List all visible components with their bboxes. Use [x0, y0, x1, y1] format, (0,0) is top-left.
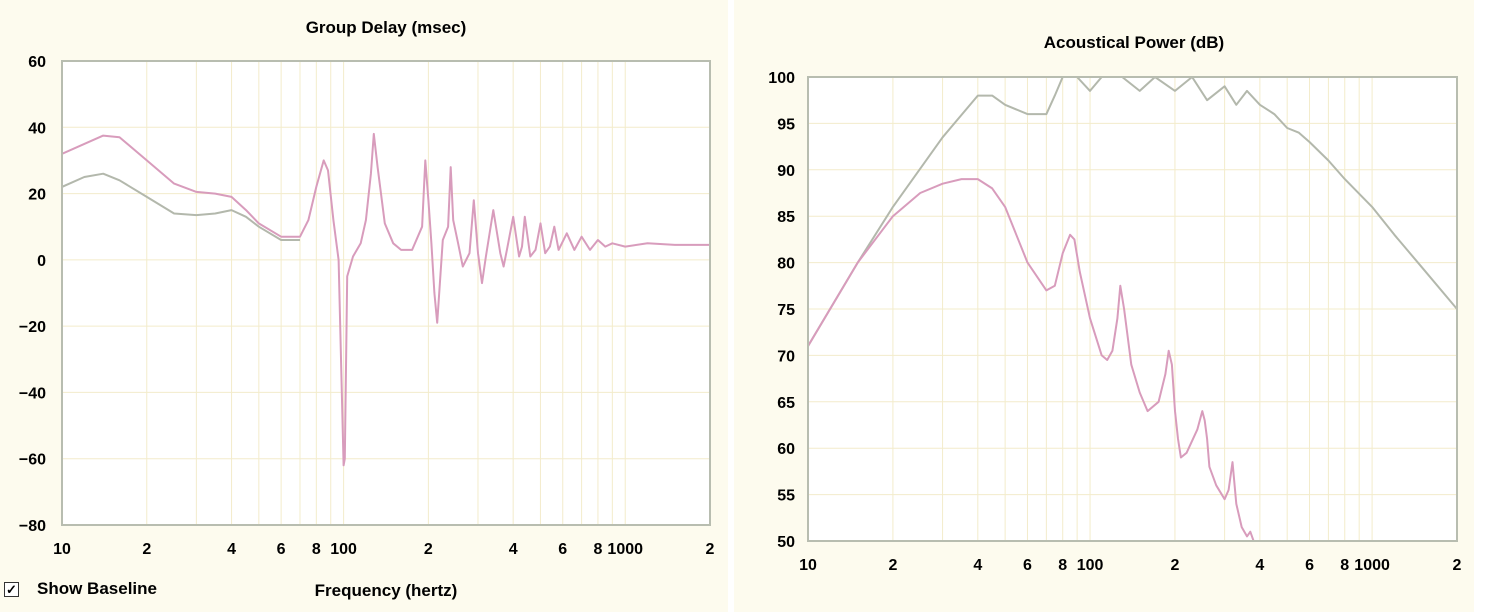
y-tick-label: 55: [777, 488, 795, 505]
measured-series-line: [62, 132, 710, 467]
y-tick-label: 20: [28, 187, 46, 204]
y-tick-label: 60: [777, 441, 795, 458]
checkmark-icon: ✓: [6, 581, 17, 597]
show-baseline-label[interactable]: Show Baseline: [37, 579, 157, 598]
x-tick-label: 6: [1023, 557, 1032, 574]
y-tick-label: 60: [28, 54, 46, 71]
y-tick-label: 40: [28, 120, 46, 137]
y-tick-label: 75: [777, 302, 795, 319]
y-tick-label: 85: [777, 209, 795, 226]
acoustical-power-chart: Acoustical Power (dB) 100 95 90 85 80 75 70 65 60…: [768, 33, 1462, 574]
x-tick-label: 4: [1255, 557, 1264, 574]
y-tick-label: 70: [777, 348, 795, 365]
y-tick-label: 50: [777, 534, 795, 551]
x-tick-label: 2: [706, 541, 715, 558]
x-tick-label: 6: [558, 541, 567, 558]
y-tick-label: 100: [768, 70, 795, 87]
x-tick-label: 1000: [607, 541, 643, 558]
x-tick-label: 2: [1170, 557, 1179, 574]
measured-series-line: [808, 178, 1255, 541]
y-tick-label: 90: [777, 163, 795, 180]
x-tick-label: 100: [1077, 557, 1104, 574]
y-tick-label: 65: [777, 395, 795, 412]
group-delay-panel: Group Delay (msec) 60 40 20 0 −20 −40 −60 −80 10 2…: [0, 0, 728, 612]
y-tick-label: −20: [19, 319, 46, 336]
x-tick-label: 2: [424, 541, 433, 558]
y-tick-label: −80: [19, 518, 46, 535]
x-tick-label: 10: [53, 541, 71, 558]
x-tick-label: 8: [312, 541, 321, 558]
baseline-series-line: [62, 172, 300, 241]
x-tick-label: 6: [277, 541, 286, 558]
x-axis-label: Frequency (hertz): [315, 581, 458, 600]
y-tick-label: −40: [19, 385, 46, 402]
x-tick-label: 8: [593, 541, 602, 558]
chart-title: Acoustical Power (dB): [1044, 33, 1224, 52]
baseline-series-line: [808, 77, 1457, 347]
x-tick-label: 2: [142, 541, 151, 558]
plot-area: [62, 61, 710, 525]
show-baseline-control[interactable]: ✓ Show Baseline: [4, 576, 157, 602]
group-delay-chart: Group Delay (msec) 60 40 20 0 −20 −40 −60 −80 10 2…: [19, 18, 715, 600]
y-tick-label: 0: [37, 253, 46, 270]
acoustical-power-panel: Acoustical Power (dB) 100 95 90 85 80 75 70 65 60…: [734, 0, 1474, 612]
x-tick-label: 4: [973, 557, 982, 574]
x-tick-label: 6: [1305, 557, 1314, 574]
x-tick-label: 4: [509, 541, 518, 558]
chart-title: Group Delay (msec): [306, 18, 467, 37]
y-tick-label: −60: [19, 452, 46, 469]
x-tick-label: 1000: [1354, 557, 1390, 574]
x-tick-label: 8: [1058, 557, 1067, 574]
x-tick-label: 2: [888, 557, 897, 574]
y-tick-label: 80: [777, 256, 795, 273]
x-tick-label: 2: [1453, 557, 1462, 574]
x-tick-label: 4: [227, 541, 236, 558]
plot-frame: [807, 76, 1458, 542]
x-tick-label: 100: [330, 541, 357, 558]
plot-frame: [61, 60, 711, 526]
x-tick-label: 8: [1340, 557, 1349, 574]
x-tick-label: 10: [799, 557, 817, 574]
show-baseline-checkbox[interactable]: ✓: [4, 581, 19, 597]
y-tick-label: 95: [777, 116, 795, 133]
